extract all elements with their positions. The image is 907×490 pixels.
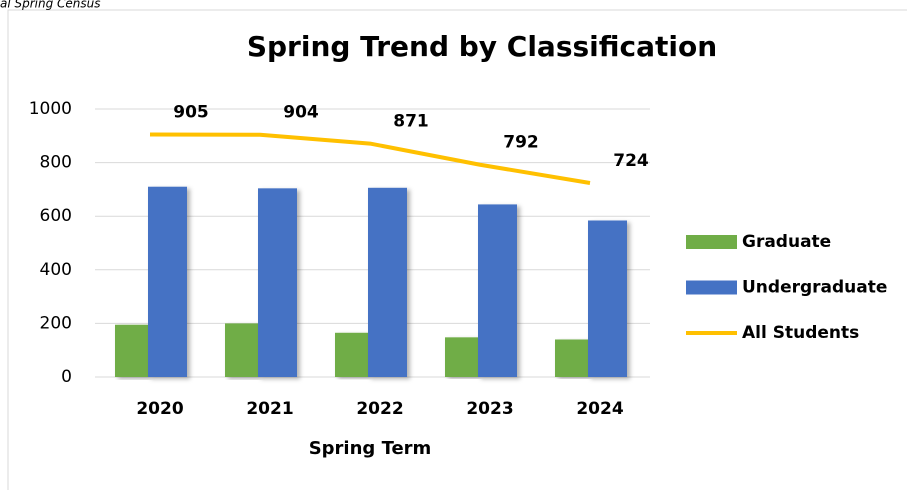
annotation: al Spring Census [0,0,101,11]
x-axis-title: Spring Term [309,438,432,459]
bar [478,204,517,377]
bar [588,220,627,377]
bar [225,323,258,377]
x-tick-label: 2021 [246,399,293,419]
legend-swatch [686,280,737,295]
data-label: 904 [283,103,319,123]
bar [148,186,187,377]
y-tick-label: 600 [40,206,72,226]
legend-swatch [686,235,737,249]
y-tick-label: 800 [40,153,72,173]
y-tick-label: 400 [40,260,72,280]
bar [555,339,588,377]
bar [445,337,478,377]
legend-label: All Students [742,323,859,343]
bar [368,187,407,377]
data-label: 724 [613,151,649,171]
y-tick-label: 1000 [29,99,72,119]
legend-label: Undergraduate [742,278,887,298]
bar [115,324,148,377]
y-tick-label: 0 [61,367,72,387]
bar [335,332,368,377]
data-label: 871 [393,112,429,132]
data-label: 905 [173,102,209,122]
legend-label: Graduate [742,232,831,252]
x-tick-label: 2024 [576,399,623,419]
x-tick-label: 2023 [466,399,513,419]
x-tick-label: 2022 [356,399,403,419]
bar [258,188,297,377]
chart-title: Spring Trend by Classification [247,30,717,63]
line [149,132,591,185]
data-label: 792 [503,133,539,153]
x-tick-label: 2020 [136,399,183,419]
y-tick-label: 200 [40,313,72,333]
